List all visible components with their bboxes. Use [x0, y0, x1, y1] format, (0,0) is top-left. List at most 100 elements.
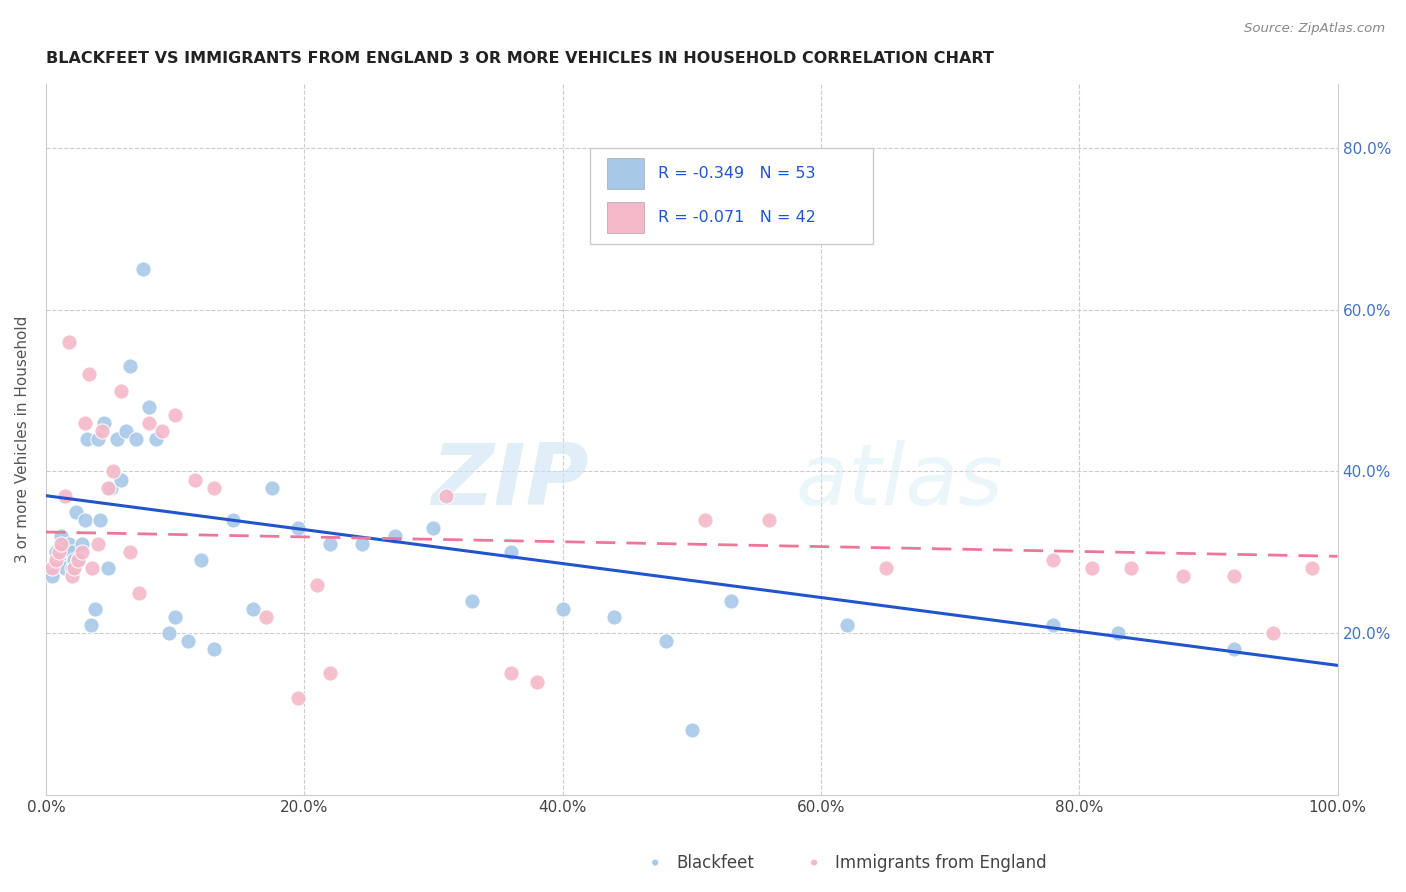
- Text: Blackfeet: Blackfeet: [676, 854, 754, 871]
- Point: [287, 690, 309, 705]
- Point: [63, 553, 86, 567]
- Point: [526, 674, 548, 689]
- Point: [132, 262, 155, 277]
- Point: [1107, 626, 1129, 640]
- Point: [100, 481, 122, 495]
- Point: [551, 602, 574, 616]
- Point: [875, 561, 897, 575]
- Point: [384, 529, 406, 543]
- Point: [655, 634, 678, 648]
- Point: [48, 553, 70, 567]
- Point: [1301, 561, 1323, 575]
- Point: [58, 335, 80, 350]
- Point: [63, 561, 86, 575]
- Point: [1042, 553, 1064, 567]
- Point: [319, 666, 342, 681]
- Point: [110, 473, 132, 487]
- Point: [70, 537, 93, 551]
- Point: [67, 553, 90, 567]
- Point: [222, 513, 245, 527]
- Point: [60, 569, 83, 583]
- Point: [319, 537, 342, 551]
- Point: [101, 465, 124, 479]
- Point: [41, 569, 63, 583]
- Point: [77, 368, 100, 382]
- Point: [45, 545, 67, 559]
- Point: [434, 489, 457, 503]
- Point: [183, 473, 205, 487]
- Point: [758, 513, 780, 527]
- Point: [76, 432, 98, 446]
- Point: [461, 593, 484, 607]
- Point: [115, 424, 138, 438]
- Point: [242, 602, 264, 616]
- Point: [45, 553, 67, 567]
- Point: [1119, 561, 1142, 575]
- Text: Source: ZipAtlas.com: Source: ZipAtlas.com: [1244, 22, 1385, 36]
- Point: [58, 537, 80, 551]
- Point: [97, 561, 120, 575]
- Point: [150, 424, 173, 438]
- Point: [254, 610, 277, 624]
- Text: BLACKFEET VS IMMIGRANTS FROM ENGLAND 3 OR MORE VEHICLES IN HOUSEHOLD CORRELATION: BLACKFEET VS IMMIGRANTS FROM ENGLAND 3 O…: [46, 51, 994, 66]
- Point: [67, 553, 90, 567]
- Point: [93, 416, 115, 430]
- Point: [86, 537, 108, 551]
- Point: [105, 432, 128, 446]
- Point: [82, 561, 104, 575]
- Text: Immigrants from England: Immigrants from England: [835, 854, 1047, 871]
- Point: [53, 489, 76, 503]
- Point: [118, 359, 141, 374]
- Point: [118, 545, 141, 559]
- Point: [60, 561, 83, 575]
- Point: [65, 505, 87, 519]
- Text: R = -0.071   N = 42: R = -0.071 N = 42: [658, 210, 815, 225]
- Point: [73, 513, 96, 527]
- Point: [86, 432, 108, 446]
- Point: [138, 416, 160, 430]
- Point: [1223, 569, 1246, 583]
- Point: [202, 481, 225, 495]
- Point: [60, 545, 83, 559]
- Point: [603, 610, 626, 624]
- Text: R = -0.349   N = 53: R = -0.349 N = 53: [658, 166, 815, 181]
- Point: [202, 642, 225, 657]
- Text: atlas: atlas: [796, 441, 1002, 524]
- Point: [110, 384, 132, 398]
- Point: [41, 561, 63, 575]
- Point: [287, 521, 309, 535]
- Point: [165, 408, 187, 422]
- Point: [145, 432, 167, 446]
- Y-axis label: 3 or more Vehicles in Household: 3 or more Vehicles in Household: [15, 316, 30, 563]
- Point: [307, 577, 329, 591]
- Point: [1223, 642, 1246, 657]
- Point: [84, 602, 107, 616]
- Point: [128, 585, 150, 599]
- Point: [90, 424, 112, 438]
- Point: [720, 593, 742, 607]
- Point: [80, 618, 103, 632]
- Point: [48, 545, 70, 559]
- Point: [73, 416, 96, 430]
- Point: [1081, 561, 1104, 575]
- Point: [177, 634, 200, 648]
- Point: [499, 666, 522, 681]
- Point: [835, 618, 858, 632]
- Point: [1042, 618, 1064, 632]
- Point: [260, 481, 283, 495]
- Point: [53, 561, 76, 575]
- Point: [51, 537, 73, 551]
- Point: [97, 481, 120, 495]
- Point: [499, 545, 522, 559]
- Point: [138, 400, 160, 414]
- Point: [1171, 569, 1194, 583]
- Point: [1261, 626, 1284, 640]
- Point: [51, 529, 73, 543]
- Point: [157, 626, 180, 640]
- Point: [190, 553, 212, 567]
- Point: [352, 537, 374, 551]
- Point: [422, 521, 444, 535]
- Point: [693, 513, 716, 527]
- Point: [125, 432, 148, 446]
- Text: ZIP: ZIP: [430, 441, 589, 524]
